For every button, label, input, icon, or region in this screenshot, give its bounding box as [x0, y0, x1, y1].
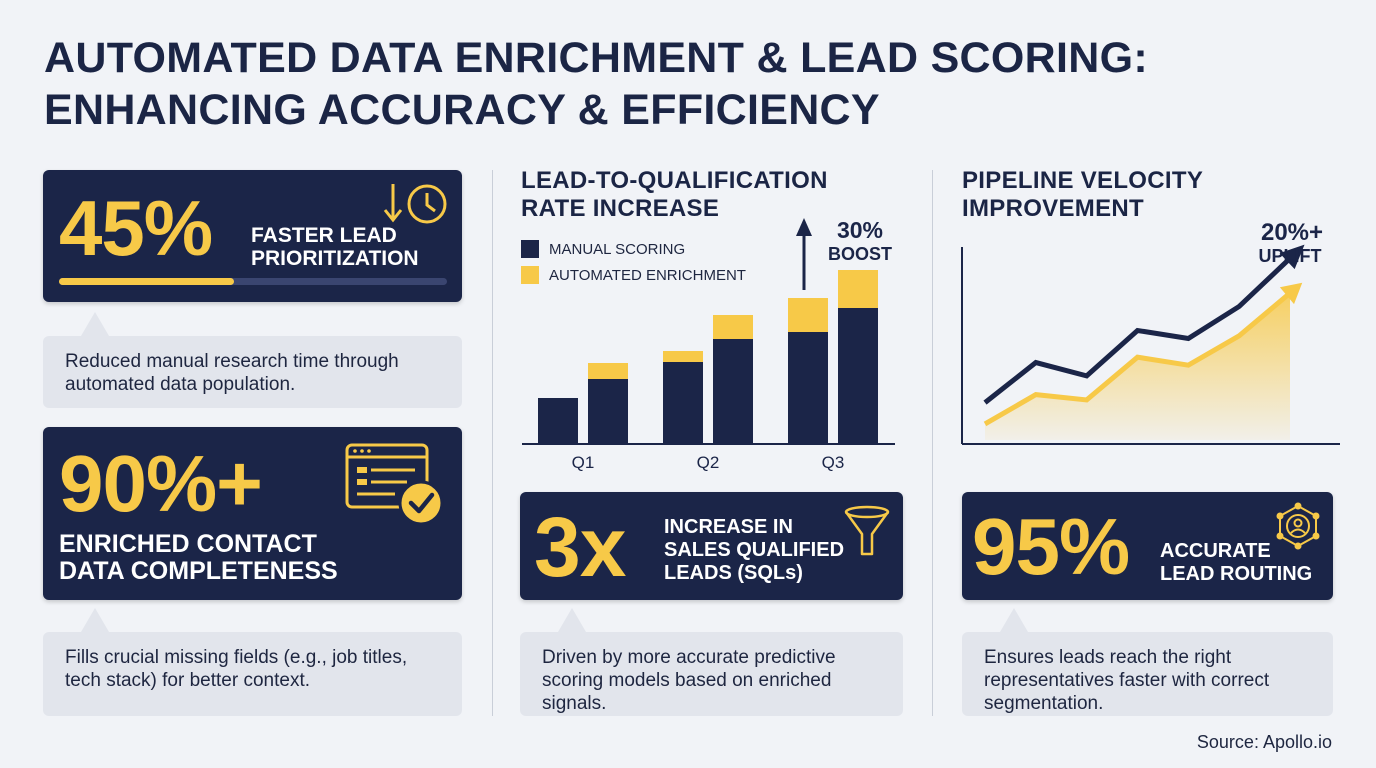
legend-label-automated: AUTOMATED ENRICHMENT — [549, 266, 746, 284]
bar-manual-q3-2 — [838, 308, 878, 444]
bar-enriched-q3-1 — [788, 298, 828, 332]
stat-value: 45% — [59, 184, 213, 272]
bar-manual-q2-1 — [663, 362, 703, 444]
title-line-2: ENHANCING ACCURACY & EFFICIENCY — [44, 86, 880, 134]
funnel-icon — [844, 505, 890, 556]
browser-checkmark-icon — [345, 443, 444, 526]
bar-manual-q1-1 — [538, 398, 578, 444]
bar-chart-title-line-1: LEAD-TO-QUALIFICATION — [521, 167, 828, 194]
line-arrowhead-automated — [1279, 282, 1303, 305]
stat-label-line-1: ENRICHED CONTACT — [59, 530, 317, 558]
area-fill-automated — [985, 293, 1290, 440]
stat-label-line-2: DATA COMPLETENESS — [59, 557, 338, 585]
stat-card-lead-routing: 95% ACCURATE LEAD ROUTING — [962, 492, 1333, 600]
legend-swatch-manual — [521, 240, 539, 258]
bar-manual-q3-1 — [788, 332, 828, 444]
stat-value: 3x — [534, 500, 626, 594]
source-note: Source: Apollo.io — [1196, 732, 1332, 752]
line-chart-title: PIPELINE VELOCITY IMPROVEMENT — [962, 167, 1203, 223]
legend-item-automated: AUTOMATED ENRICHMENT — [521, 266, 746, 284]
uplift-label: UPLIFT — [1259, 246, 1322, 266]
bar-chart-title-line-2: RATE INCREASE — [521, 195, 720, 222]
column-divider-left — [492, 170, 493, 716]
bar-enriched-q3-2 — [838, 270, 878, 308]
line-chart-title-line-2: IMPROVEMENT — [962, 195, 1144, 222]
stat-card-data-completeness: 90%+ ENRICHED CONTACT DATA COMPLETENESS — [43, 427, 462, 600]
stat-label-line-3: LEADS (SQLs) — [664, 562, 803, 584]
stat-card-sql-increase: 3x INCREASE IN SALES QUALIFIED LEADS (SQ… — [520, 492, 903, 600]
progress-fill — [59, 278, 234, 285]
line-series-manual — [983, 256, 1292, 405]
bar-manual-q2-2 — [713, 339, 753, 444]
note-bubble-lead-prioritization: Reduced manual research time through aut… — [43, 312, 462, 408]
arrow-down-clock-icon — [383, 184, 447, 224]
up-arrow-head — [796, 218, 812, 236]
line-chart: 20%+ UPLIFT — [961, 219, 1340, 445]
stat-card-lead-prioritization: 45% FASTER LEAD PRIORITIZATION — [43, 170, 462, 302]
note-bubble-lead-routing: Ensures leads reach the right representa… — [962, 608, 1333, 716]
stat-label-line-1: ACCURATE — [1160, 540, 1271, 562]
stat-label-line-2: PRIORITIZATION — [251, 247, 419, 270]
bar-enriched-q2-1 — [663, 351, 703, 362]
uplift-value: 20%+ — [1261, 219, 1323, 246]
stat-label-line-2: LEAD ROUTING — [1160, 563, 1313, 585]
stat-value: 95% — [972, 502, 1130, 591]
bar-chart: 30% BOOST Q1 Q2 Q3 — [522, 217, 895, 472]
bar-enriched-q1-2 — [588, 363, 628, 379]
bar-manual-q1-2 — [588, 379, 628, 444]
line-arrowhead-manual — [1279, 244, 1305, 270]
x-tick-label-q2: Q2 — [697, 453, 720, 472]
bar-enriched-q2-2 — [713, 315, 753, 339]
progress-track — [59, 278, 447, 285]
note-bubble-sql-increase: Driven by more accurate predictive scori… — [520, 608, 903, 716]
boost-value: 30% — [837, 217, 883, 243]
column-divider-right — [932, 170, 933, 716]
line-series-automated — [983, 291, 1292, 427]
stat-label-line-1: INCREASE IN — [664, 516, 793, 538]
line-chart-title-line-1: PIPELINE VELOCITY — [962, 167, 1204, 194]
stat-value: 90%+ — [59, 439, 263, 528]
stat-label-line-2: SALES QUALIFIED — [664, 539, 845, 561]
title-line-1: AUTOMATED DATA ENRICHMENT & LEAD SCORING… — [44, 34, 1148, 82]
legend-item-manual: MANUAL SCORING — [521, 240, 685, 258]
page-title: AUTOMATED DATA ENRICHMENT & LEAD SCORING… — [44, 32, 1344, 136]
legend-swatch-automated — [521, 266, 539, 284]
boost-label: BOOST — [828, 244, 892, 264]
bar-chart-title: LEAD-TO-QUALIFICATION RATE INCREASE — [521, 167, 828, 223]
x-tick-label-q3: Q3 — [822, 453, 845, 472]
legend-label-manual: MANUAL SCORING — [549, 240, 686, 258]
network-person-icon — [1276, 502, 1320, 550]
stat-label-line-1: FASTER LEAD — [251, 224, 397, 247]
x-tick-label-q1: Q1 — [572, 453, 595, 472]
note-bubble-data-completeness: Fills crucial missing fields (e.g., job … — [43, 608, 462, 716]
